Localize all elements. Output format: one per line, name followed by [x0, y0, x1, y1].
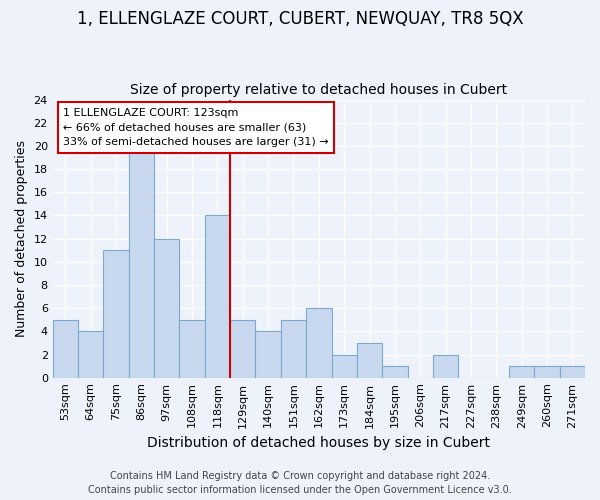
Bar: [103, 250, 129, 378]
Bar: [306, 308, 332, 378]
Bar: [560, 366, 585, 378]
Text: 1 ELLENGLAZE COURT: 123sqm
← 66% of detached houses are smaller (63)
33% of semi: 1 ELLENGLAZE COURT: 123sqm ← 66% of deta…: [64, 108, 329, 148]
Bar: [53, 320, 78, 378]
Bar: [129, 146, 154, 378]
Bar: [205, 216, 230, 378]
Bar: [154, 238, 179, 378]
Bar: [535, 366, 560, 378]
Y-axis label: Number of detached properties: Number of detached properties: [15, 140, 28, 337]
Bar: [509, 366, 535, 378]
Bar: [179, 320, 205, 378]
Title: Size of property relative to detached houses in Cubert: Size of property relative to detached ho…: [130, 83, 508, 97]
Bar: [281, 320, 306, 378]
Bar: [433, 354, 458, 378]
Text: Contains HM Land Registry data © Crown copyright and database right 2024.
Contai: Contains HM Land Registry data © Crown c…: [88, 471, 512, 495]
Bar: [332, 354, 357, 378]
Text: 1, ELLENGLAZE COURT, CUBERT, NEWQUAY, TR8 5QX: 1, ELLENGLAZE COURT, CUBERT, NEWQUAY, TR…: [77, 10, 523, 28]
Bar: [256, 332, 281, 378]
X-axis label: Distribution of detached houses by size in Cubert: Distribution of detached houses by size …: [148, 436, 490, 450]
Bar: [230, 320, 256, 378]
Bar: [382, 366, 407, 378]
Bar: [78, 332, 103, 378]
Bar: [357, 343, 382, 378]
